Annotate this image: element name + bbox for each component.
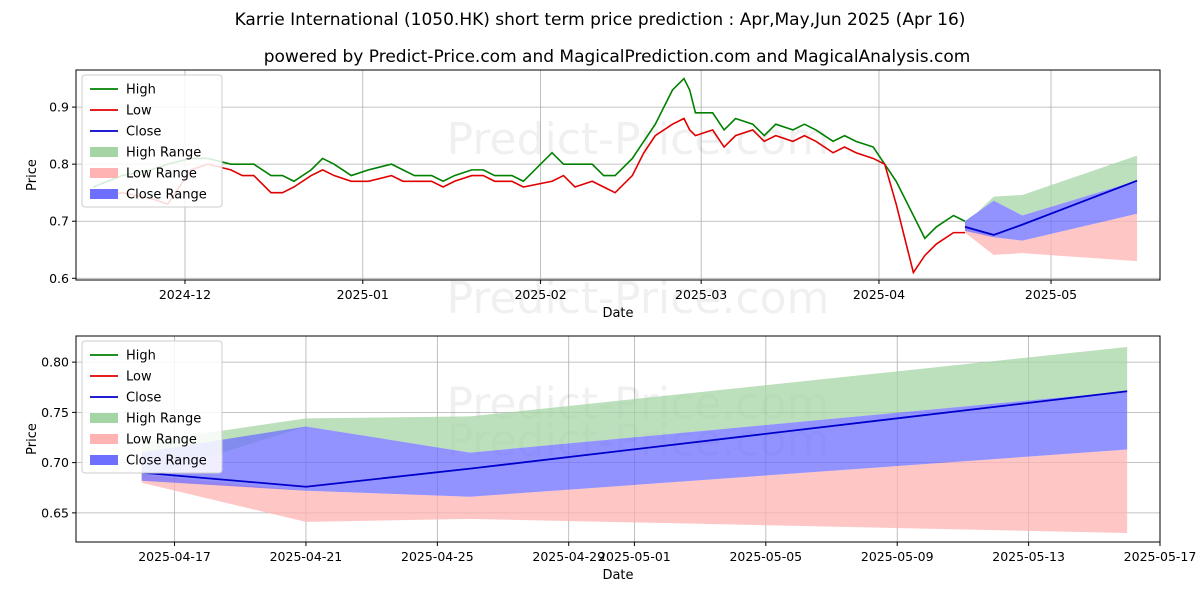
legend-label-3: Close	[126, 125, 161, 140]
y-axis-label: Price	[25, 159, 40, 191]
low-range-band	[964, 213, 1138, 262]
chart-panel-1: Predict-Price.com Predict-Price.com 2024-1…	[25, 69, 1161, 324]
y-tick-label: 0.80	[41, 355, 69, 370]
x-tick-label: 2025-05	[1025, 287, 1077, 302]
plot-area	[92, 77, 1138, 275]
legend-swatch-4	[90, 413, 118, 423]
x-tick-label: 2025-04-21	[270, 549, 343, 564]
x-tick-label: 2024-12	[159, 287, 211, 302]
x-tick-label: 2025-04	[853, 287, 905, 302]
x-tick-label: 2025-05-13	[992, 549, 1065, 564]
x-tick-label: 2025-03	[675, 287, 727, 302]
x-tick-label: 2025-05-17	[1124, 549, 1197, 564]
legend-label-4: High Range	[126, 146, 201, 161]
x-tick-label: 2025-05-09	[861, 549, 934, 564]
plot-frame	[75, 335, 1161, 543]
y-tick-label: 0.6	[49, 271, 69, 286]
x-axis-label: Date	[602, 306, 633, 321]
close-line	[141, 390, 1128, 488]
x-tick-label: 2025-04-17	[138, 549, 211, 564]
legend: High Low Close High Range Low Range Close Ran…	[81, 74, 223, 208]
legend-label-6: Close Range	[126, 188, 207, 203]
y-tick-label: 0.9	[49, 100, 69, 115]
high-range-band	[964, 155, 1138, 225]
legend-swatch-4	[90, 147, 118, 157]
legend-label-5: Low Range	[126, 433, 197, 448]
legend-label-2: Low	[126, 104, 152, 119]
y-axis-label: Price	[25, 423, 40, 455]
x-tick-label: 2025-05-01	[598, 549, 671, 564]
x-tick-label: 2025-04-25	[401, 549, 474, 564]
watermark: Predict-Price.com	[447, 114, 830, 165]
close-line	[964, 179, 1138, 236]
plot-frame	[75, 69, 1161, 281]
legend-swatch-6	[90, 189, 118, 199]
low-line	[93, 117, 965, 275]
legend-label-4: High Range	[126, 412, 201, 427]
chart-subtitle: powered by Predict-Price.com and Magical…	[264, 47, 971, 67]
legend-label-6: Close Range	[126, 454, 207, 469]
watermark: Predict-Price.com	[447, 273, 830, 324]
legend-label-1: High	[126, 83, 156, 98]
y-tick-label: 0.70	[41, 455, 69, 470]
chart-panel-2: Predict-Price.comPredict-Price.com2025-0…	[25, 335, 1197, 583]
x-tick-label: 2025-01	[337, 287, 389, 302]
legend-swatch-6	[90, 455, 118, 465]
y-tick-label: 0.65	[41, 505, 69, 520]
close-range-band	[964, 180, 1138, 241]
y-tick-label: 0.75	[41, 405, 69, 420]
y-tick-label: 0.8	[49, 157, 69, 172]
x-tick-label: 2025-02	[514, 287, 566, 302]
x-tick-label: 2025-05-05	[729, 549, 802, 564]
legend-label-3: Close	[126, 391, 161, 406]
legend-swatch-5	[90, 434, 118, 444]
y-tick-label: 0.7	[49, 214, 69, 229]
legend: High Low Close High Range Low Range Close Ran…	[81, 340, 223, 474]
legend-label-2: Low	[126, 370, 152, 385]
legend-swatch-5	[90, 168, 118, 178]
x-axis-label: Date	[602, 568, 633, 583]
chart-title: Karrie International (1050.HK) short ter…	[235, 10, 966, 30]
plot-area	[141, 347, 1128, 533]
high-range-band	[141, 347, 1128, 478]
low-range-band	[141, 449, 1128, 533]
high-line	[92, 77, 966, 240]
legend-label-1: High	[126, 349, 156, 364]
close-range-band	[141, 391, 1128, 497]
x-tick-label: 2025-04-29	[532, 549, 605, 564]
legend-label-5: Low Range	[126, 167, 197, 182]
